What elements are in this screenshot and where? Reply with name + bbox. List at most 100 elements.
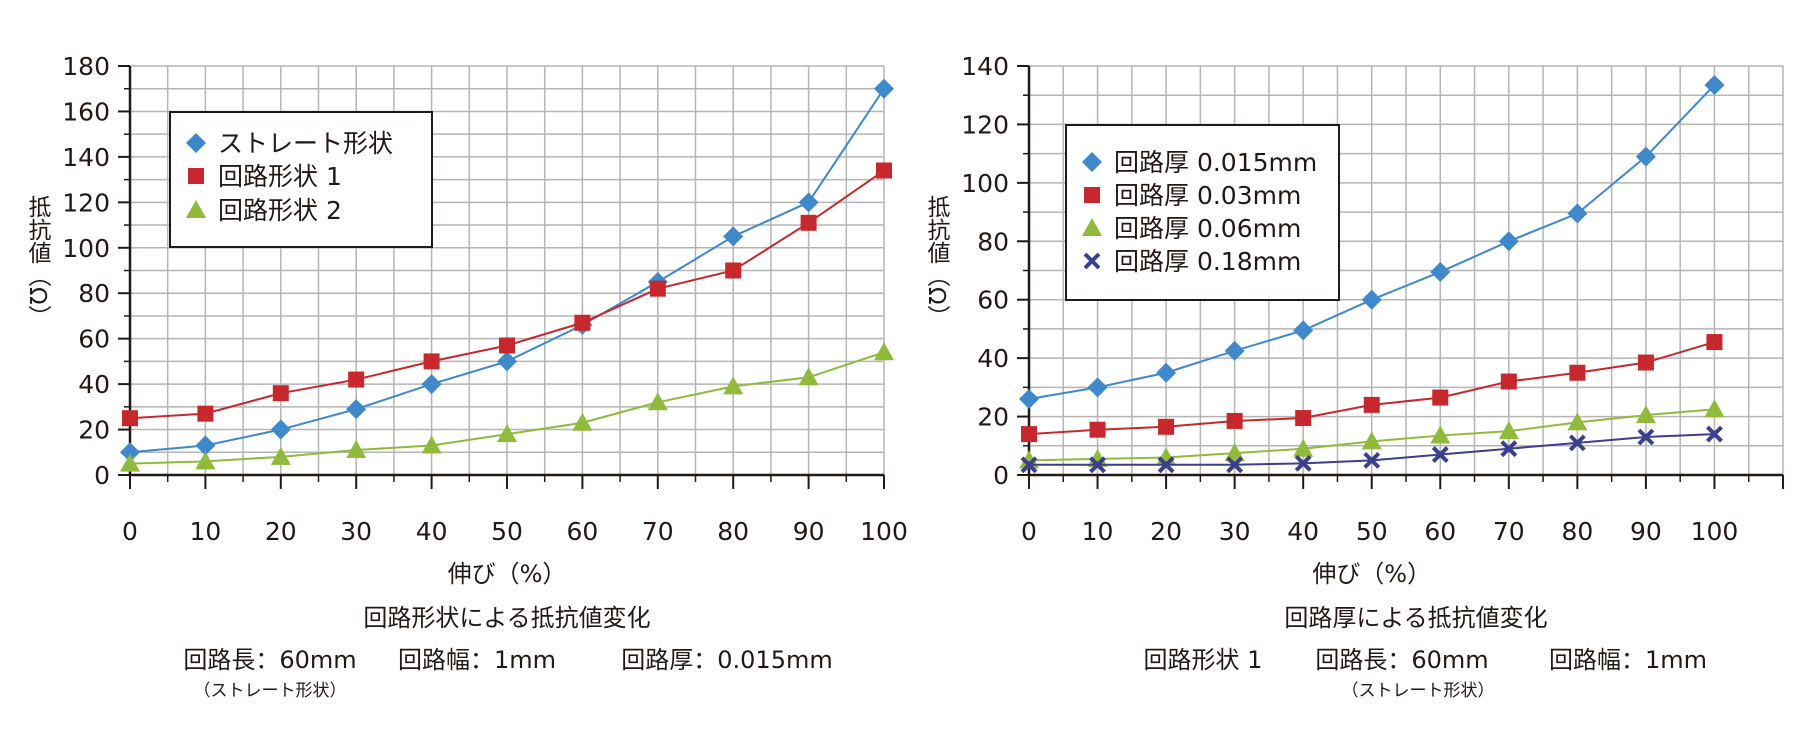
data-point-stroke-b xyxy=(1568,434,1586,452)
data-point xyxy=(1224,443,1245,462)
legend-marker xyxy=(1082,218,1102,236)
y-tick-label: 180 xyxy=(62,52,110,81)
data-point-stroke-b xyxy=(1226,456,1244,474)
data-point xyxy=(1432,389,1449,406)
legend-marker xyxy=(188,168,204,184)
caption-spec: 回路形状 1 xyxy=(1144,646,1263,674)
data-point xyxy=(1226,412,1243,429)
data-point xyxy=(1498,231,1519,252)
data-point xyxy=(1293,438,1314,457)
legend-label: 回路厚 0.015mm xyxy=(1114,148,1317,177)
legend-label: 回路形状 2 xyxy=(218,196,342,225)
y-tick-label: 40 xyxy=(78,370,110,399)
data-point xyxy=(1500,440,1518,458)
data-point xyxy=(1020,456,1038,474)
legend-box xyxy=(1065,124,1340,301)
x-tick-label: 0 xyxy=(122,517,138,546)
data-point xyxy=(1706,425,1723,443)
data-point xyxy=(1635,146,1656,167)
x-axis-label: 伸び（%） xyxy=(1312,560,1431,588)
x-tick-label: 60 xyxy=(566,517,598,546)
data-point-stroke-b xyxy=(1363,451,1381,469)
x-tick-label: 0 xyxy=(1021,517,1037,546)
y-axis-label: 抵抗値（Ω） xyxy=(24,195,52,328)
x-tick-label: 40 xyxy=(1287,517,1319,546)
y-tick-label: 60 xyxy=(977,286,1009,315)
data-point xyxy=(874,78,894,99)
x-tick-label: 90 xyxy=(793,517,825,546)
data-point xyxy=(649,280,666,297)
x-tick-label: 50 xyxy=(1356,517,1388,546)
x-tick-label: 30 xyxy=(340,517,372,546)
caption-title: 回路厚による抵抗値変化 xyxy=(1284,604,1547,632)
data-point xyxy=(270,419,291,440)
data-point xyxy=(1430,261,1451,282)
data-point xyxy=(798,192,819,213)
data-point xyxy=(1157,456,1175,474)
data-point xyxy=(1224,340,1245,361)
data-point xyxy=(647,392,668,411)
data-point xyxy=(1156,362,1177,383)
x-tick-label: 20 xyxy=(265,517,297,546)
data-point xyxy=(346,440,367,459)
x-axis-label: 伸び（%） xyxy=(448,560,567,588)
caption-title: 回路形状による抵抗値変化 xyxy=(363,604,650,632)
data-point-stroke-b xyxy=(1706,425,1723,443)
y-tick-label: 140 xyxy=(961,52,1009,81)
data-point xyxy=(1089,456,1106,474)
data-point xyxy=(1021,426,1037,443)
y-axis-label: 抵抗値（Ω） xyxy=(923,195,951,328)
data-point xyxy=(1567,412,1588,431)
y-tick-label: 80 xyxy=(78,279,110,308)
data-point xyxy=(423,353,440,370)
x-tick-label: 100 xyxy=(1691,517,1739,546)
data-point xyxy=(725,262,742,279)
data-point xyxy=(1704,399,1725,418)
data-point xyxy=(421,374,442,395)
caption-spec: 回路長：60mm xyxy=(1315,646,1488,674)
data-point-stroke-b xyxy=(1500,440,1518,458)
data-point-stroke-b xyxy=(1294,454,1312,472)
caption-spec: 回路長：60mm xyxy=(183,646,356,674)
data-point xyxy=(723,376,744,395)
data-point xyxy=(497,351,517,372)
caption-note: （ストレート形状） xyxy=(194,681,347,701)
y-tick-label: 40 xyxy=(977,344,1009,373)
legend-marker-stroke-b xyxy=(1083,252,1101,270)
legend-marker xyxy=(186,200,206,218)
x-tick-label: 80 xyxy=(717,517,749,546)
data-point xyxy=(421,435,442,454)
caption-spec: 回路幅：1mm xyxy=(398,646,556,674)
x-tick-label: 10 xyxy=(1082,517,1114,546)
x-tick-label: 60 xyxy=(1424,517,1456,546)
legend: 回路厚 0.015mm 回路厚 0.03mm 回路厚 0.06mm 回路厚 0.18m… xyxy=(1065,124,1340,301)
data-point xyxy=(1637,354,1654,371)
data-point xyxy=(122,410,138,427)
legend-marker xyxy=(1084,187,1100,203)
caption-spec: 回路厚：0.015mm xyxy=(621,646,832,674)
y-tick-label: 60 xyxy=(78,325,110,354)
y-tick-label: 80 xyxy=(977,227,1009,256)
data-point xyxy=(876,162,892,179)
data-point xyxy=(195,451,216,470)
x-tick-label: 70 xyxy=(1493,517,1525,546)
data-point-stroke-b xyxy=(1089,456,1106,474)
data-point xyxy=(1568,434,1586,452)
x-tick-label: 40 xyxy=(416,517,448,546)
data-point-stroke-b xyxy=(1431,446,1449,463)
data-point xyxy=(1635,405,1656,424)
data-point xyxy=(272,385,289,402)
legend-label: 回路厚 0.03mm xyxy=(1114,181,1301,210)
data-point xyxy=(1569,364,1586,381)
data-point xyxy=(1361,431,1382,450)
data-point xyxy=(1158,418,1175,435)
x-tick-label: 50 xyxy=(491,517,523,546)
data-point xyxy=(120,442,140,463)
series-3 xyxy=(120,342,894,472)
legend-label: ストレート形状 xyxy=(218,129,393,158)
data-point xyxy=(1430,425,1451,444)
data-point xyxy=(800,214,817,231)
series-1 xyxy=(1019,74,1725,410)
data-point xyxy=(346,399,367,420)
